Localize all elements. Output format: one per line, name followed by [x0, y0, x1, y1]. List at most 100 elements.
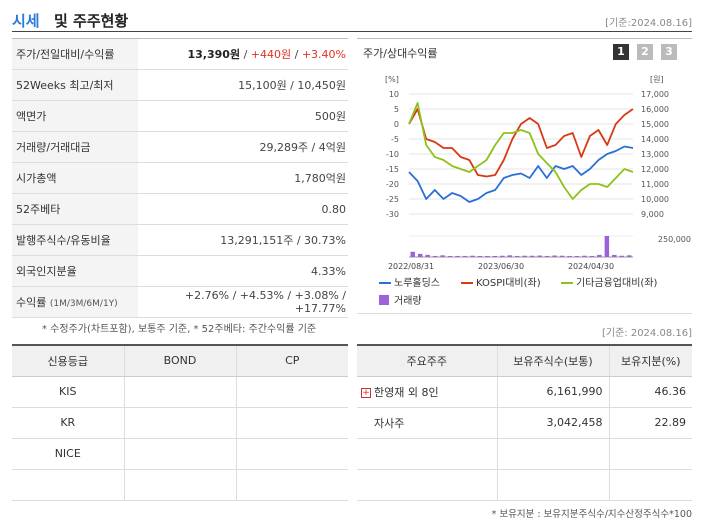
- row-label: 거래량/거래대금: [12, 131, 138, 163]
- right-tick-label: 13,000: [641, 150, 669, 159]
- x-tick-label: 2024/04/30: [568, 262, 614, 271]
- cp-cell: [236, 469, 348, 501]
- row-value: 29,289주 / 4억원: [138, 131, 348, 163]
- market-info-table: 주가/전일대비/수익률 13,390원 / +440원 / +3.40% 52W…: [12, 38, 348, 318]
- volume-bar: [567, 255, 572, 257]
- chart-tab-1-button[interactable]: 1: [613, 44, 629, 60]
- col-header: 주요주주: [357, 344, 498, 377]
- table-row: [357, 469, 692, 501]
- volume-bar: [462, 255, 468, 257]
- volume-bar: [544, 255, 550, 257]
- volume-bar: [417, 253, 423, 257]
- credit-rating-table: 신용등급 BOND CP KIS KR NICE: [12, 344, 348, 501]
- expand-plus-icon[interactable]: +: [361, 387, 371, 398]
- volume-bar: [537, 255, 542, 257]
- holder-name: 한영재 외 8인: [374, 385, 439, 399]
- row-label: 액면가: [12, 100, 138, 132]
- left-unit-label: [%]: [385, 75, 399, 84]
- volume-bar: [507, 255, 513, 257]
- table-row: 자사주 3,042,458 22.89: [357, 407, 692, 439]
- volume-bar: [492, 256, 498, 257]
- left-tick-label: -10: [386, 150, 399, 159]
- market-footnote: * 수정주가(차트포함), 보통주 기준, * 52주베타: 주간수익률 기준: [42, 324, 317, 335]
- right-tick-label: 15,000: [641, 120, 669, 129]
- volume-bar: [432, 255, 438, 257]
- section-header: 시세 및 주주현황 [기준:2024.08.16]: [12, 8, 692, 32]
- section-title-blue: 시세: [12, 12, 40, 30]
- volume-bar: [589, 255, 595, 257]
- volume-bar: [410, 251, 415, 257]
- volume-tick-label: 250,000: [658, 235, 691, 244]
- row-label: 주가/전일대비/수익률: [12, 38, 138, 70]
- volume-bar: [619, 255, 625, 257]
- section-title: 및 주주현황: [54, 12, 129, 30]
- row-label: 시가총액: [12, 162, 138, 194]
- volume-bar: [470, 255, 475, 257]
- volume-bar: [477, 256, 483, 257]
- price-rate: +3.40%: [301, 48, 346, 61]
- left-tick-label: -30: [386, 210, 399, 219]
- table-row: 외국인지분율 4.33%: [12, 255, 348, 287]
- table-row: KIS: [12, 376, 348, 408]
- row-value: 500원: [138, 100, 348, 132]
- agency-cell: NICE: [12, 438, 125, 470]
- legend-label: 거래량: [394, 295, 422, 307]
- volume-bar: [455, 255, 460, 257]
- holder-shares: [497, 438, 610, 470]
- volume-bar: [529, 255, 535, 257]
- table-header-row: 신용등급 BOND CP: [12, 344, 348, 377]
- legend-label: 기타금융업대비(좌): [576, 276, 658, 289]
- volume-bar: [447, 256, 453, 257]
- volume-bar: [574, 256, 580, 257]
- volume-bar: [612, 254, 617, 257]
- table-row: 52Weeks 최고/최저 15,100원 / 10,450원: [12, 69, 348, 101]
- row-value: 15,100원 / 10,450원: [138, 69, 348, 101]
- reference-date: [기준:2024.08.16]: [605, 18, 692, 29]
- holder-shares: 6,161,990: [497, 376, 610, 408]
- chart-tab-3-button[interactable]: 3: [661, 44, 677, 60]
- right-tick-label: 10,000: [641, 195, 669, 204]
- volume-bar: [582, 255, 587, 257]
- series-line: [408, 108, 634, 178]
- holder-pct: 22.89: [609, 407, 692, 439]
- table-row: 시가총액 1,780억원: [12, 162, 348, 194]
- volume-bar: [522, 255, 527, 257]
- col-header: BOND: [124, 344, 237, 377]
- legend-label: 노루홀딩스: [394, 276, 440, 289]
- chart-title: 주가/상대수익률: [363, 47, 438, 60]
- table-row: 거래량/거래대금 29,289주 / 4억원: [12, 131, 348, 163]
- current-price: 13,390원: [187, 48, 241, 61]
- volume-bar: [559, 255, 565, 257]
- left-tick-label: 0: [394, 120, 399, 129]
- agency-cell: KIS: [12, 376, 125, 408]
- holder-pct: 46.36: [609, 376, 692, 408]
- row-label: 발행주식수/유동비율: [12, 224, 138, 256]
- bond-cell: [124, 438, 237, 470]
- col-header: 신용등급: [12, 344, 125, 377]
- row-label: 52주베타: [12, 193, 138, 225]
- chart-tab-2-button[interactable]: 2: [637, 44, 653, 60]
- agency-cell: [12, 469, 125, 501]
- volume-bar: [597, 254, 602, 257]
- volume-bar: [500, 255, 505, 257]
- volume-bar: [440, 255, 445, 257]
- table-row: [357, 438, 692, 470]
- table-row: 52주베타 0.80: [12, 193, 348, 225]
- bond-cell: [124, 376, 237, 408]
- row-label: 수익률 (1M/3M/6M/1Y): [12, 286, 138, 318]
- holder-name: 자사주: [357, 407, 498, 439]
- table-row: NICE: [12, 438, 348, 470]
- volume-bar: [425, 254, 430, 257]
- table-row: + 한영재 외 8인 6,161,990 46.36: [357, 376, 692, 408]
- table-row: [12, 469, 348, 501]
- cp-cell: [236, 438, 348, 470]
- col-header: 보유지분(%): [609, 344, 692, 377]
- row-value: 0.80: [138, 193, 348, 225]
- row-value: 1,780억원: [138, 162, 348, 194]
- table-row: 주가/전일대비/수익률 13,390원 / +440원 / +3.40%: [12, 38, 348, 70]
- holder-pct: [609, 438, 692, 470]
- x-tick-label: 2023/06/30: [478, 262, 524, 271]
- table-row: 수익률 (1M/3M/6M/1Y) +2.76% / +4.53% / +3.0…: [12, 286, 348, 318]
- holder-name-cell: + 한영재 외 8인: [357, 376, 498, 408]
- volume-bar: [485, 255, 490, 257]
